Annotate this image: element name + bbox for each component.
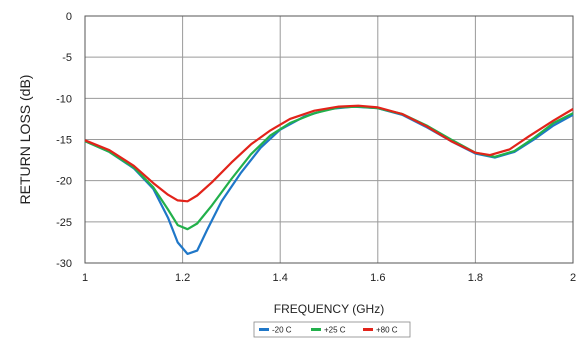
y-tick-label: 0 xyxy=(66,11,72,23)
y-tick-labels: 0 -5 -10 -15 -20 -25 -30 xyxy=(56,11,72,270)
x-tick-label: 1.2 xyxy=(175,272,190,284)
grid-lines xyxy=(84,15,574,264)
x-tick-label: 2 xyxy=(570,272,576,284)
plot-frame xyxy=(84,15,574,264)
y-tick-label: -30 xyxy=(56,258,72,270)
legend-label: +80 C xyxy=(376,326,398,335)
x-tick-label: 1 xyxy=(82,272,88,284)
x-tick-label: 1.4 xyxy=(273,272,288,284)
x-tick-label: 1.6 xyxy=(370,272,385,284)
legend: -20 C +25 C +80 C xyxy=(253,321,411,338)
y-tick-label: -20 xyxy=(56,176,72,188)
legend-label: +25 C xyxy=(324,326,346,335)
y-tick-label: -5 xyxy=(62,52,72,64)
x-tick-label: 1.8 xyxy=(468,272,483,284)
y-tick-label: -25 xyxy=(56,217,72,229)
x-axis-title: FREQUENCY (GHz) xyxy=(274,302,384,316)
series-line-2 xyxy=(84,105,574,231)
y-axis-title: RETURN LOSS (dB) xyxy=(17,75,33,205)
legend-box xyxy=(253,321,411,338)
series-lines xyxy=(84,104,574,255)
series-line-3 xyxy=(84,104,574,203)
x-tick-labels: 1 1.2 1.4 1.6 1.8 2 xyxy=(82,272,576,284)
legend-label: -20 C xyxy=(272,326,292,335)
y-tick-label: -15 xyxy=(56,135,72,147)
y-tick-label: -10 xyxy=(56,93,72,105)
